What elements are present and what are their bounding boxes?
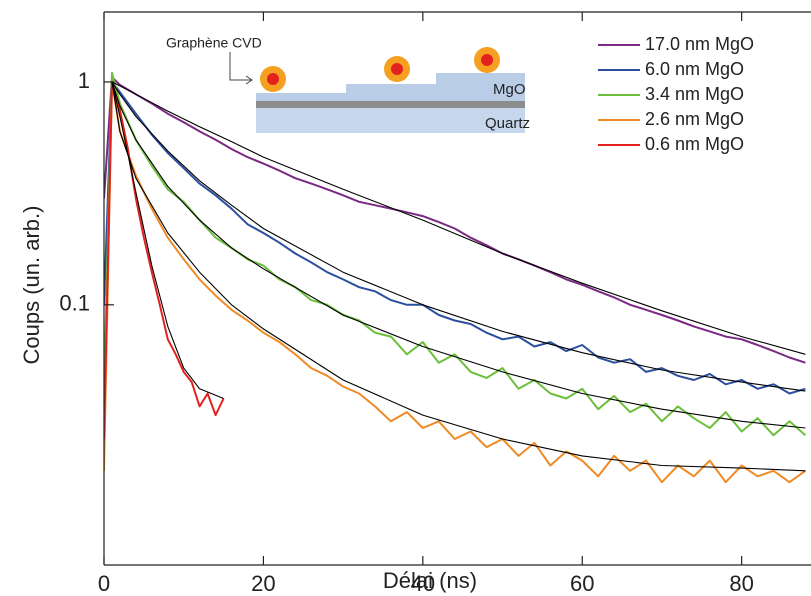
x-tick-label: 60 <box>570 571 594 596</box>
x-tick-label: 40 <box>411 571 435 596</box>
series-line <box>104 76 806 364</box>
x-tick-label: 20 <box>251 571 275 596</box>
inset: Graphène CVD MgO Quartz <box>166 35 530 133</box>
plot-area <box>104 71 807 484</box>
mgo-layer <box>256 73 525 101</box>
inset-label: MgO <box>493 81 526 98</box>
particle-core <box>391 63 403 75</box>
x-axis-label: Délai (ns) <box>383 568 477 593</box>
y-axis-label: Coups (un. arb.) <box>19 206 44 365</box>
graphene-layer <box>256 101 525 108</box>
inset-label: Graphène CVD <box>166 35 262 51</box>
legend-label: 2.6 nm MgO <box>645 109 744 129</box>
particle-core <box>481 54 493 66</box>
legend-label: 3.4 nm MgO <box>645 84 744 104</box>
series-line <box>111 81 224 400</box>
legend: 17.0 nm MgO 6.0 nm MgO 3.4 nm MgO 2.6 nm Mg… <box>598 34 754 154</box>
y-tick-label: 0.1 <box>59 291 90 316</box>
legend-label: 6.0 nm MgO <box>645 59 744 79</box>
quartz-layer <box>256 108 525 133</box>
series-line <box>104 80 806 395</box>
x-tick-label: 0 <box>98 571 110 596</box>
inset-label: Quartz <box>485 115 530 132</box>
y-tick-label: 1 <box>78 68 90 93</box>
series-line <box>104 80 806 484</box>
legend-label: 17.0 nm MgO <box>645 34 754 54</box>
x-tick-label: 80 <box>729 571 753 596</box>
series-line <box>111 81 806 392</box>
series-line <box>111 81 806 429</box>
particle-core <box>267 73 279 85</box>
series-line <box>104 80 225 440</box>
series-line <box>111 81 806 355</box>
series-line <box>111 81 806 472</box>
arrow <box>229 52 253 85</box>
legend-label: 0.6 nm MgO <box>645 134 744 154</box>
